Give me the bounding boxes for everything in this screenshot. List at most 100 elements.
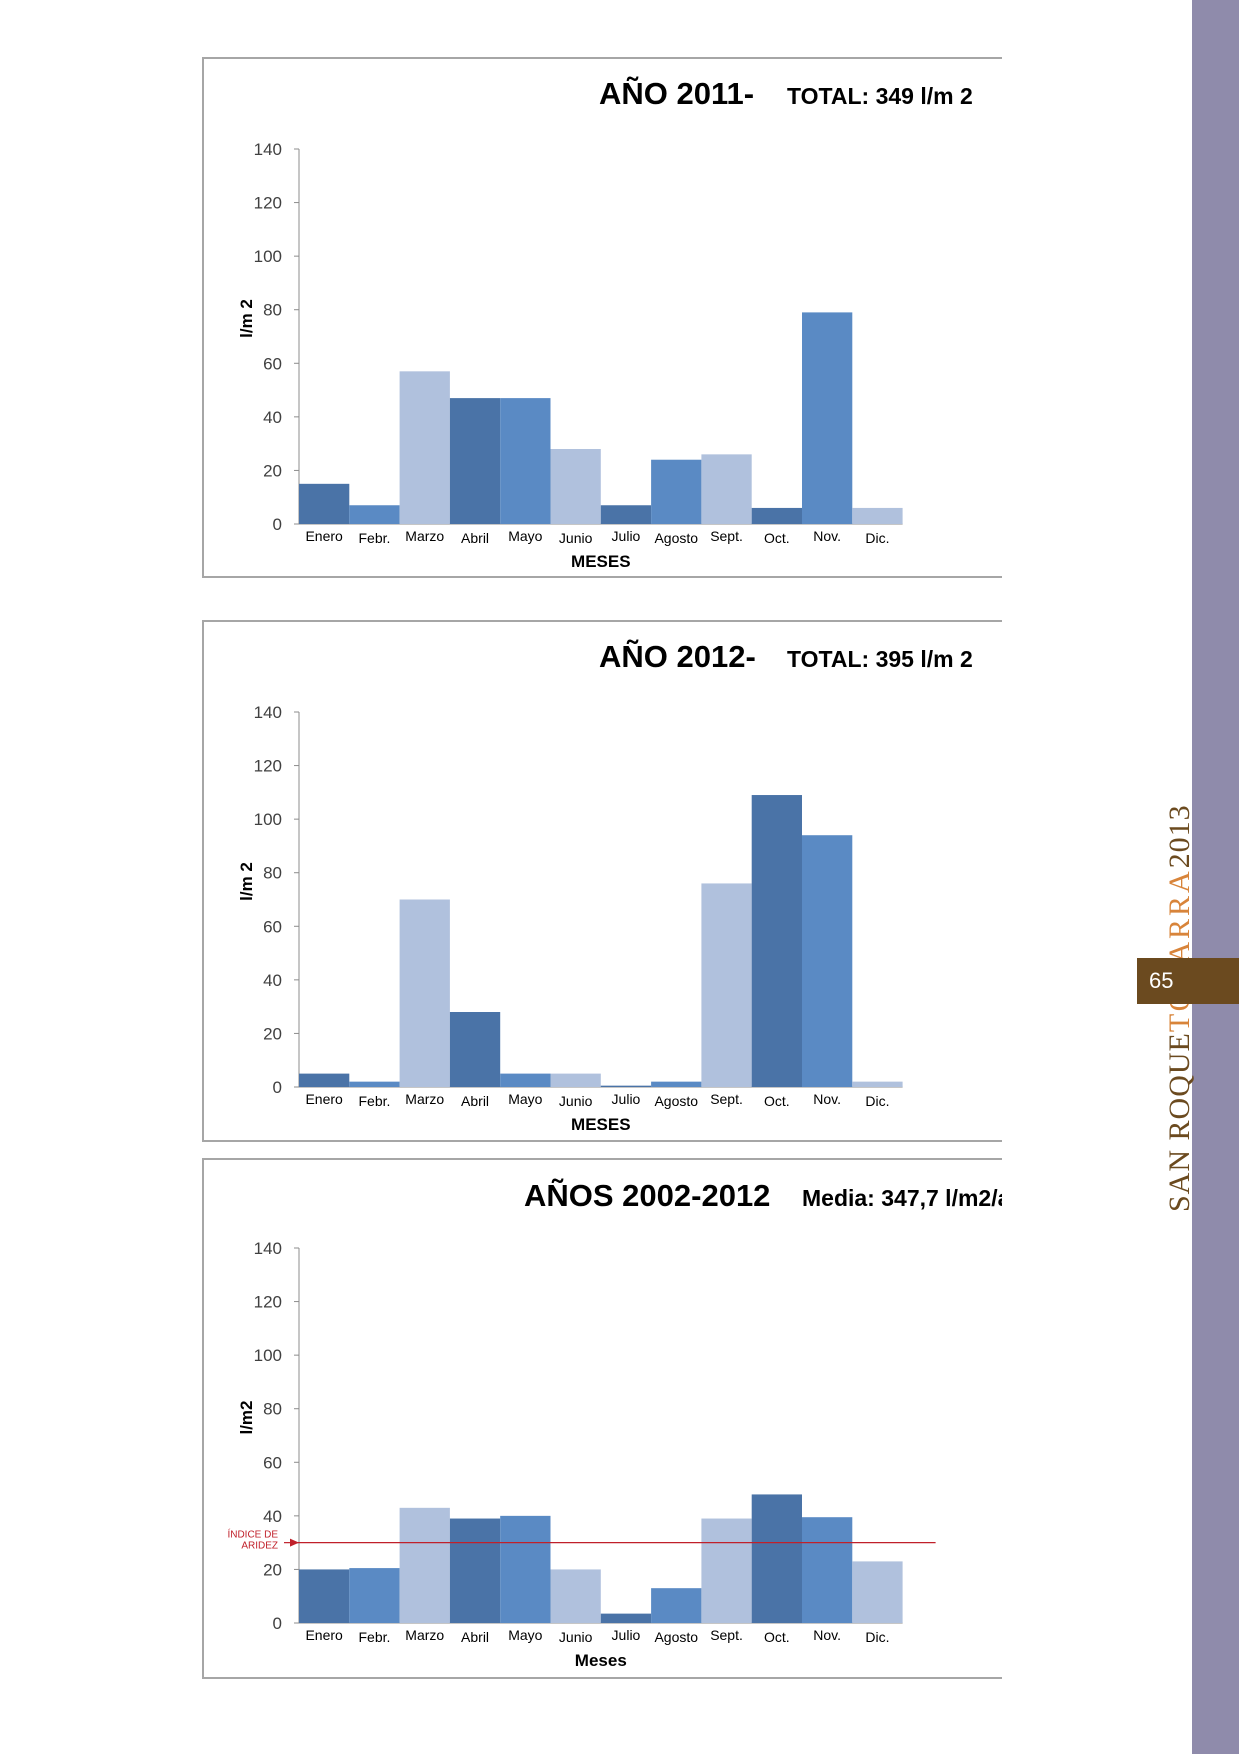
bar-marzo bbox=[399, 1507, 450, 1623]
y-tick-label: 120 bbox=[254, 757, 282, 776]
x-tick-label: Enero bbox=[305, 1627, 343, 1643]
chart-title: AÑO 2011- bbox=[599, 76, 754, 111]
x-tick-label: Marzo bbox=[405, 1091, 444, 1107]
aridity-label-line1: ÍNDICE DE bbox=[227, 1528, 278, 1541]
x-tick-label: Mayo bbox=[508, 1091, 542, 1107]
chart-subtitle: TOTAL: 349 l/m 2 bbox=[787, 83, 973, 109]
x-tick-label: Sept. bbox=[710, 528, 743, 544]
bar-junio bbox=[550, 1569, 601, 1623]
x-tick-label: Febr. bbox=[358, 530, 390, 546]
bar-dic bbox=[852, 1081, 903, 1087]
aridity-label-line2: ARIDEZ bbox=[241, 1541, 278, 1552]
chart-subtitle: Media: 347,7 l/m2/año bbox=[802, 1185, 1002, 1211]
chart-svg: AÑO 2012- TOTAL: 395 l/m 2 0 20 40 60 80 100 120… bbox=[237, 639, 973, 1134]
y-tick-label: 0 bbox=[273, 1078, 282, 1097]
sidebar-band bbox=[1192, 0, 1239, 1754]
bar-febr bbox=[349, 1568, 400, 1623]
bar-nov bbox=[802, 312, 853, 524]
y-tick-label: 140 bbox=[254, 140, 282, 159]
y-tick-label: 100 bbox=[254, 247, 282, 266]
bar-febr bbox=[349, 505, 400, 524]
bar-mayo bbox=[500, 398, 551, 524]
x-tick-label: Dic. bbox=[865, 1093, 889, 1109]
running-head-year: 2013 bbox=[1163, 804, 1196, 869]
running-head-town: TOBARRA bbox=[1163, 868, 1196, 1033]
x-tick-label: Agosto bbox=[654, 530, 698, 546]
y-tick-label: 120 bbox=[254, 194, 282, 213]
bar-sept bbox=[701, 883, 752, 1087]
bar-julio bbox=[600, 1613, 652, 1623]
y-tick-label: 100 bbox=[254, 1346, 282, 1365]
bar-marzo bbox=[399, 899, 450, 1087]
bar-abril bbox=[449, 398, 501, 524]
x-tick-label: Junio bbox=[559, 530, 593, 546]
x-tick-label: Oct. bbox=[764, 1093, 790, 1109]
x-tick-label: Dic. bbox=[865, 530, 889, 546]
bar-mayo bbox=[500, 1515, 551, 1623]
chart-panel-2011: AÑO 2011- TOTAL: 349 l/m 2 0 20 40 60 80 100 120… bbox=[202, 57, 1002, 578]
y-tick-label: 60 bbox=[263, 1453, 282, 1472]
x-tick-label: Marzo bbox=[405, 528, 444, 544]
x-tick-label: Oct. bbox=[764, 530, 790, 546]
y-tick-label: 40 bbox=[263, 1507, 282, 1526]
x-tick-label: Sept. bbox=[710, 1091, 743, 1107]
bar-agosto bbox=[651, 1081, 702, 1087]
y-tick-label: 140 bbox=[254, 1239, 282, 1258]
x-tick-label: Nov. bbox=[813, 1091, 841, 1107]
x-tick-label: Marzo bbox=[405, 1627, 444, 1643]
y-tick-label: 80 bbox=[263, 864, 282, 883]
bar-enero bbox=[299, 1073, 350, 1087]
y-tick-label: 20 bbox=[263, 1560, 282, 1579]
x-tick-label: Oct. bbox=[764, 1629, 790, 1645]
x-tick-label: Nov. bbox=[813, 1627, 841, 1643]
running-head: SAN ROQUETOBARRA2013 bbox=[1163, 804, 1197, 1212]
bar-oct bbox=[751, 1494, 802, 1623]
bar-oct bbox=[751, 795, 802, 1087]
x-tick-label: Julio bbox=[612, 1091, 641, 1107]
x-axis-title: Meses bbox=[575, 1651, 627, 1670]
x-tick-label: Julio bbox=[612, 1627, 641, 1643]
x-tick-label: Agosto bbox=[654, 1093, 698, 1109]
bar-abril bbox=[449, 1518, 501, 1623]
bar-sept bbox=[701, 1518, 752, 1623]
bar-dic bbox=[852, 507, 903, 524]
x-tick-label: Enero bbox=[305, 528, 343, 544]
y-axis-title: l/m 2 bbox=[237, 299, 256, 338]
x-tick-label: Abril bbox=[461, 1093, 489, 1109]
bar-dic bbox=[852, 1561, 903, 1623]
bar-mayo bbox=[500, 1073, 551, 1087]
bar-marzo bbox=[399, 371, 450, 524]
x-tick-label: Agosto bbox=[654, 1629, 698, 1645]
chart-panel-2002-2012: AÑOS 2002-2012 Media: 347,7 l/m2/año 0 20 40… bbox=[202, 1158, 1002, 1679]
bar-junio bbox=[550, 449, 601, 524]
y-tick-label: 60 bbox=[263, 917, 282, 936]
bar-febr bbox=[349, 1081, 400, 1087]
bar-junio bbox=[550, 1073, 601, 1087]
bar-nov bbox=[802, 835, 853, 1087]
x-axis-title: MESES bbox=[571, 552, 631, 571]
y-tick-label: 120 bbox=[254, 1293, 282, 1312]
y-tick-label: 140 bbox=[254, 703, 282, 722]
bar-sept bbox=[701, 454, 752, 524]
x-tick-label: Mayo bbox=[508, 528, 542, 544]
x-tick-label: Abril bbox=[461, 530, 489, 546]
bar-enero bbox=[299, 483, 350, 524]
y-tick-label: 20 bbox=[263, 461, 282, 480]
y-tick-label: 80 bbox=[263, 1400, 282, 1419]
page-number: 65 bbox=[1137, 958, 1239, 1004]
x-tick-label: Enero bbox=[305, 1091, 343, 1107]
bar-julio bbox=[600, 1085, 652, 1087]
x-tick-label: Nov. bbox=[813, 528, 841, 544]
y-tick-label: 0 bbox=[273, 1614, 282, 1633]
x-tick-label: Mayo bbox=[508, 1627, 542, 1643]
chart-title: AÑO 2012- bbox=[599, 639, 756, 674]
x-tick-label: Febr. bbox=[358, 1093, 390, 1109]
x-tick-label: Julio bbox=[612, 528, 641, 544]
bar-oct bbox=[751, 507, 802, 524]
y-tick-label: 20 bbox=[263, 1024, 282, 1043]
bar-agosto bbox=[651, 459, 702, 524]
x-tick-label: Junio bbox=[559, 1629, 593, 1645]
chart-svg: AÑOS 2002-2012 Media: 347,7 l/m2/año 0 20 40… bbox=[227, 1178, 1002, 1670]
x-axis-title: MESES bbox=[571, 1115, 631, 1134]
y-tick-label: 40 bbox=[263, 408, 282, 427]
